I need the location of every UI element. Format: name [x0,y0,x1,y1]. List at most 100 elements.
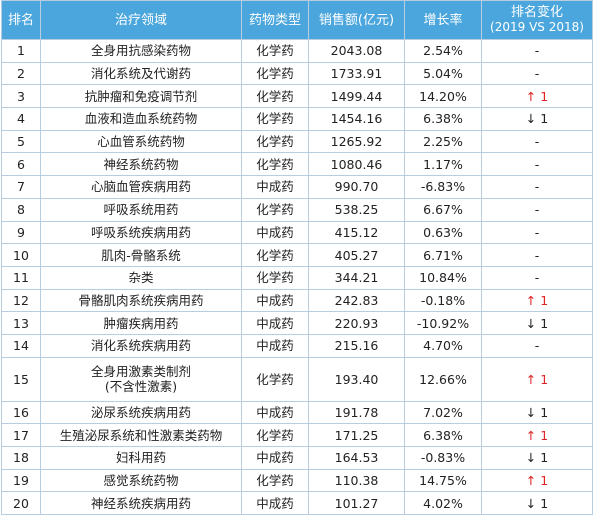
rank-change-cell: - [481,197,593,222]
growth-cell: 14.20% [404,84,482,109]
type-cell: 中成药 [241,491,309,516]
type-cell: 化学药 [241,356,309,402]
growth-cell: 12.66% [404,356,482,402]
rank-change-cell: ↑ 1 [481,84,593,109]
growth-cell: 4.70% [404,333,482,358]
sales-cell: 171.25 [308,423,405,447]
rank-change-cell: ↑ 1 [481,423,593,447]
header-type: 药物类型 [241,0,309,40]
area-cell: 骨骼肌肉系统疾病用药 [40,288,242,313]
sales-cell: 110.38 [308,468,405,493]
type-cell: 化学药 [241,61,309,86]
area-cell: 泌尿系统疾病用药 [40,400,242,425]
ranking-table: 排名 治疗领域 药物类型 销售额(亿元) 增长率 排名变化 (2019 VS 2… [1,0,593,516]
rank-change-cell: ↓ 1 [481,491,593,516]
table-row: 19 感觉系统药物 化学药 110.38 14.75% ↑ 1 [1,468,593,493]
sales-cell: 2043.08 [308,39,405,63]
area-cell: 呼吸系统疾病用药 [40,220,242,245]
table-row: 9 呼吸系统疾病用药 中成药 415.12 0.63% - [1,220,593,245]
rank-cell: 11 [1,265,41,290]
type-cell: 化学药 [241,468,309,493]
rank-change-cell: - [481,243,593,267]
sales-cell: 193.40 [308,356,405,402]
area-cell: 消化系统及代谢药 [40,61,242,86]
rank-cell: 5 [1,129,41,154]
rank-change-cell: ↑ 1 [481,468,593,493]
table-row: 14 消化系统疾病用药 中成药 215.16 4.70% - [1,333,593,358]
sales-cell: 1080.46 [308,152,405,177]
sales-cell: 344.21 [308,265,405,290]
rank-cell: 12 [1,288,41,313]
growth-cell: 0.63% [404,220,482,245]
area-cell: 呼吸系统用药 [40,197,242,222]
header-area: 治疗领域 [40,0,242,40]
table-row: 13 肿瘤疾病用药 中成药 220.93 -10.92% ↓ 1 [1,311,593,335]
sales-cell: 415.12 [308,220,405,245]
growth-cell: 1.17% [404,152,482,177]
growth-cell: 6.67% [404,197,482,222]
table-row: 7 心脑血管疾病用药 中成药 990.70 -6.83% - [1,175,593,199]
growth-cell: -0.18% [404,288,482,313]
rank-cell: 17 [1,423,41,447]
area-cell: 感觉系统药物 [40,468,242,493]
type-cell: 中成药 [241,446,309,470]
growth-cell: 7.02% [404,400,482,425]
rank-change-cell: ↑ 1 [481,356,593,402]
area-cell: 心脑血管疾病用药 [40,175,242,199]
type-cell: 化学药 [241,107,309,131]
rank-cell: 6 [1,152,41,177]
rank-cell: 20 [1,491,41,516]
rank-change-cell: - [481,129,593,154]
area-cell: 杂类 [40,265,242,290]
table-row: 2 消化系统及代谢药 化学药 1733.91 5.04% - [1,61,593,86]
rank-change-cell: - [481,265,593,290]
rank-cell: 3 [1,84,41,109]
header-sales: 销售额(亿元) [308,0,405,40]
area-cell: 妇科用药 [40,446,242,470]
rank-change-cell: - [481,61,593,86]
header-growth: 增长率 [404,0,482,40]
sales-cell: 215.16 [308,333,405,358]
rank-change-cell: ↓ 1 [481,311,593,335]
table-row: 18 妇科用药 中成药 164.53 -0.83% ↓ 1 [1,446,593,470]
header-change: 排名变化 (2019 VS 2018) [481,0,593,40]
table-row: 4 血液和造血系统药物 化学药 1454.16 6.38% ↓ 1 [1,107,593,131]
table-body: 1 全身用抗感染药物 化学药 2043.08 2.54% -2 消化系统及代谢药 化学药 173… [1,39,593,516]
rank-change-cell: - [481,39,593,63]
rank-cell: 2 [1,61,41,86]
type-cell: 中成药 [241,400,309,425]
type-cell: 中成药 [241,175,309,199]
rank-change-cell: - [481,152,593,177]
type-cell: 中成药 [241,220,309,245]
table-row: 1 全身用抗感染药物 化学药 2043.08 2.54% - [1,39,593,63]
table-row: 8 呼吸系统用药 化学药 538.25 6.67% - [1,197,593,222]
sales-cell: 191.78 [308,400,405,425]
area-cell: 血液和造血系统药物 [40,107,242,131]
sales-cell: 1499.44 [308,84,405,109]
type-cell: 化学药 [241,265,309,290]
table-row: 12 骨骼肌肉系统疾病用药 中成药 242.83 -0.18% ↑ 1 [1,288,593,313]
rank-cell: 10 [1,243,41,267]
table-row: 17 生殖泌尿系统和性激素类药物 化学药 171.25 6.38% ↑ 1 [1,423,593,447]
area-cell: 神经系统疾病用药 [40,491,242,516]
rank-cell: 16 [1,400,41,425]
sales-cell: 1265.92 [308,129,405,154]
rank-cell: 9 [1,220,41,245]
rank-cell: 1 [1,39,41,63]
sales-cell: 101.27 [308,491,405,516]
growth-cell: 5.04% [404,61,482,86]
rank-cell: 19 [1,468,41,493]
area-cell: 心血管系统药物 [40,129,242,154]
sales-cell: 990.70 [308,175,405,199]
area-cell: 肌肉-骨骼系统 [40,243,242,267]
area-cell: 生殖泌尿系统和性激素类药物 [40,423,242,447]
growth-cell: -6.83% [404,175,482,199]
growth-cell: 10.84% [404,265,482,290]
type-cell: 化学药 [241,39,309,63]
rank-change-cell: - [481,175,593,199]
rank-change-cell: - [481,333,593,358]
sales-cell: 405.27 [308,243,405,267]
type-cell: 化学药 [241,423,309,447]
rank-cell: 13 [1,311,41,335]
sales-cell: 164.53 [308,446,405,470]
